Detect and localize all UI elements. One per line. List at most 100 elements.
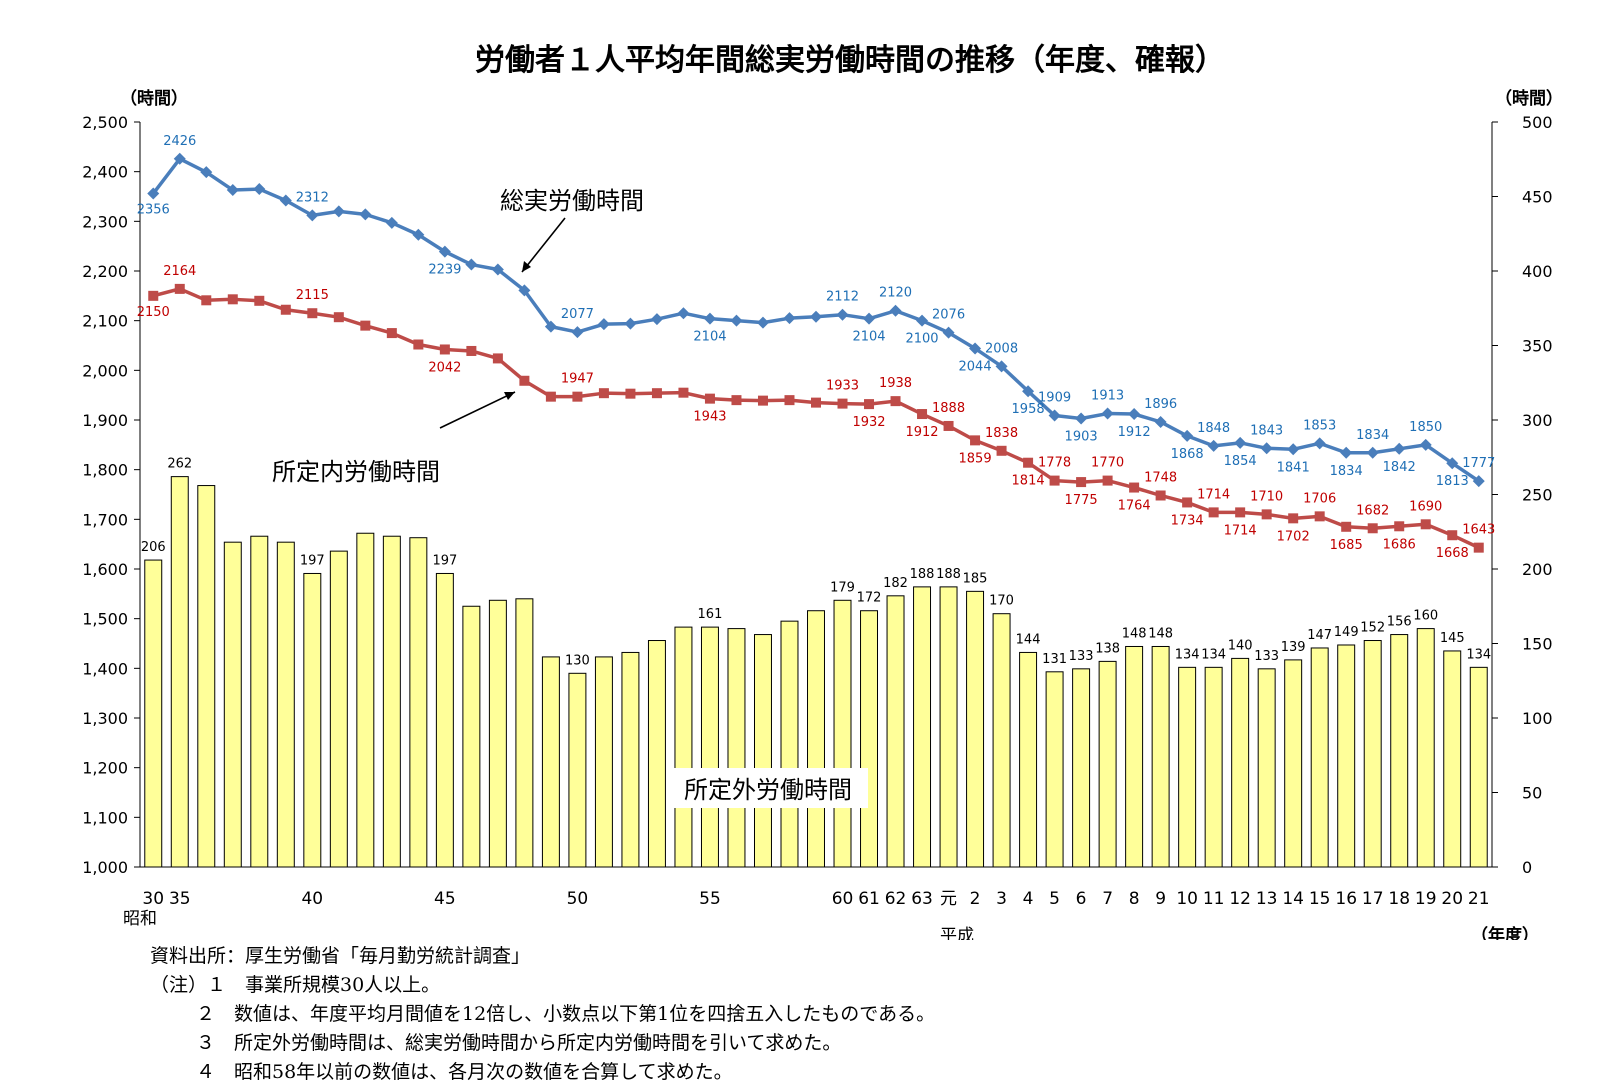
bar-value-label: 182 [883,576,908,591]
left-tick-label: 2,300 [82,212,128,231]
marker-scheduled [731,395,742,406]
line-value-label: 2100 [905,332,938,347]
marker-scheduled [1420,519,1431,530]
left-tick-label: 1,200 [82,759,128,778]
line-value-label: 1938 [879,376,912,391]
bar-overtime [1284,659,1303,868]
marker-scheduled [1155,490,1166,501]
bar-value-label: 188 [910,567,935,582]
left-tick-label: 1,500 [82,610,128,629]
line-value-label: 2044 [959,359,992,374]
line-value-label: 2115 [296,288,329,303]
marker-total [703,312,716,325]
bar-overtime [329,550,348,868]
left-tick-label: 2,000 [82,361,128,380]
marker-scheduled [943,420,954,431]
bar-value-label: 148 [1148,626,1173,641]
x-tick-label: 5 [1049,889,1060,909]
line-value-label: 1834 [1330,464,1363,479]
note-3: ３ 所定外労働時間は、総実労働時間から所定内労働時間を引いて求めた。 [196,1032,842,1054]
right-tick-label: 150 [1522,635,1553,654]
x-tick-label: 63 [911,889,933,909]
marker-scheduled [572,391,583,402]
marker-scheduled [811,397,821,408]
x-tick-label: 15 [1309,889,1331,909]
marker-scheduled [413,339,424,350]
annotation-total-arrowhead [522,261,531,272]
bar-overtime [276,541,295,868]
x-tick-label: 35 [169,889,191,909]
bar-value-label: 140 [1228,638,1253,653]
x-tick-label: 9 [1155,889,1166,909]
right-tick-label: 400 [1522,262,1553,281]
bar-overtime [594,656,613,868]
x-tick-label: 18 [1388,889,1410,909]
bar-overtime [1257,668,1276,868]
bar-value-label: 197 [300,553,325,568]
marker-total [1260,442,1273,455]
bar-overtime [568,672,587,868]
marker-total [756,316,769,329]
line-value-label: 2239 [428,263,461,278]
line-value-label: 1868 [1171,447,1204,462]
x-tick-label: 40 [301,889,323,909]
marker-total [624,317,637,330]
marker-scheduled [201,295,212,306]
line-value-label: 1706 [1303,491,1336,506]
bar-overtime [515,598,534,868]
era-showa-label: 昭和 [123,909,157,929]
bar-overtime [1363,640,1382,868]
line-value-label: 1775 [1065,493,1098,508]
x-tick-label: 20 [1441,889,1463,909]
left-tick-label: 1,000 [82,858,128,877]
marker-total [810,310,822,323]
marker-total [1128,408,1141,421]
note-1: （注）１ 事業所規模30人以上。 [150,974,441,996]
annotation-scheduled-arrow [439,391,516,429]
marker-total [1366,446,1379,459]
left-tick-label: 1,400 [82,659,128,678]
line-value-label: 2356 [137,203,170,218]
bar-overtime [197,485,216,868]
marker-scheduled [280,304,291,315]
marker-total [385,216,398,229]
bar-overtime [727,628,746,868]
x-tick-label: 60 [832,889,854,909]
annotation-overtime: 所定外労働時間 [684,776,852,804]
x-tick-label: 元 [940,889,957,909]
left-tick-label: 1,300 [82,709,128,728]
marker-total [1154,415,1167,428]
marker-total [253,183,266,196]
marker-scheduled [1341,521,1352,532]
bar-overtime [1337,644,1356,868]
bar-value-label: 139 [1281,640,1306,655]
marker-scheduled [757,395,768,406]
marker-total [1393,442,1406,455]
bar-value-label: 134 [1201,647,1226,662]
marker-total [942,326,955,339]
x-tick-label: 55 [699,889,721,909]
bar-overtime [409,537,428,868]
x-tick-label: 11 [1203,889,1225,909]
line-value-label: 1777 [1462,456,1495,471]
bar-value-label: 206 [141,540,166,555]
marker-scheduled [545,391,556,402]
marker-total [438,245,451,258]
bar-overtime [541,656,560,868]
marker-scheduled [625,388,636,399]
left-tick-label: 1,700 [82,510,128,529]
bar-overtime [462,605,481,868]
line-value-label: 2312 [296,190,329,205]
bar-value-label: 160 [1413,609,1438,624]
marker-scheduled [678,387,689,398]
right-tick-label: 100 [1522,709,1553,728]
line-value-label: 2112 [826,290,859,305]
marker-scheduled [1023,457,1034,468]
marker-scheduled [519,375,530,386]
bar-overtime [1443,650,1462,868]
line-value-label: 1714 [1224,523,1257,538]
marker-total [916,314,929,327]
marker-scheduled [651,388,662,399]
bar-value-label: 148 [1122,626,1147,641]
